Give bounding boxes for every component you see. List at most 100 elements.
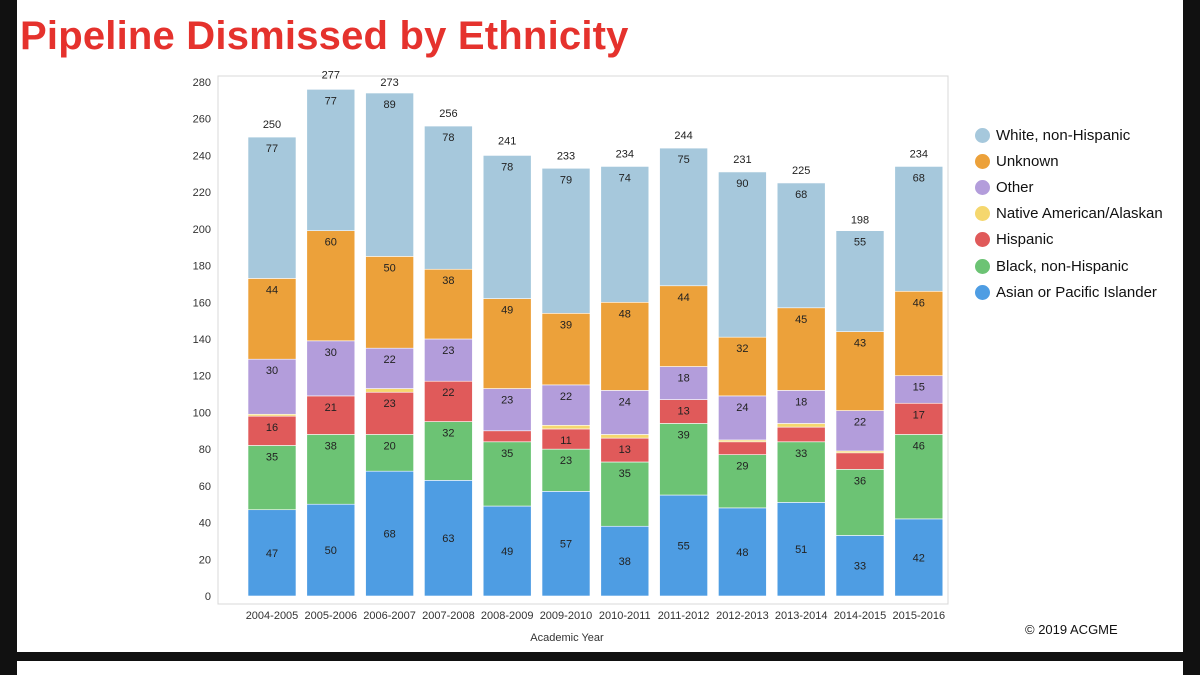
data-label: 13 bbox=[619, 444, 631, 456]
x-tick-label: 2012-2013 bbox=[716, 610, 769, 622]
bar-segment bbox=[835, 410, 885, 452]
bar-segment bbox=[894, 402, 944, 435]
legend-item: Asian or Pacific Islander bbox=[975, 279, 1163, 305]
y-tick-label: 220 bbox=[193, 187, 211, 199]
data-label: 79 bbox=[560, 174, 572, 186]
bar-segment bbox=[600, 434, 650, 439]
data-label: 23 bbox=[383, 398, 395, 410]
y-tick-label: 120 bbox=[193, 371, 211, 383]
bar-segment bbox=[894, 290, 944, 377]
total-label: 231 bbox=[733, 154, 751, 166]
total-label: 277 bbox=[322, 70, 340, 82]
bar-segment bbox=[247, 509, 297, 597]
bar-segment bbox=[659, 423, 708, 496]
data-label: 68 bbox=[913, 172, 925, 184]
data-label: 36 bbox=[854, 475, 866, 487]
bar-segment bbox=[894, 434, 944, 520]
data-label: 44 bbox=[266, 284, 278, 296]
bar-segment bbox=[482, 430, 532, 443]
bar-segment bbox=[776, 426, 826, 443]
data-label: 21 bbox=[325, 402, 337, 414]
y-tick-label: 200 bbox=[193, 224, 211, 236]
data-label: 68 bbox=[795, 189, 807, 201]
bar-segment bbox=[482, 388, 532, 432]
data-label: 46 bbox=[913, 297, 925, 309]
bar-segment bbox=[835, 469, 885, 536]
data-label: 77 bbox=[266, 143, 278, 155]
data-label: 90 bbox=[736, 178, 748, 190]
data-label: 55 bbox=[677, 541, 689, 553]
data-label: 22 bbox=[383, 354, 395, 366]
bar-segment bbox=[776, 423, 826, 428]
data-label: 57 bbox=[560, 539, 572, 551]
y-tick-label: 260 bbox=[193, 114, 211, 126]
bar-segment bbox=[718, 507, 767, 597]
total-label: 273 bbox=[380, 77, 398, 89]
bar-segment bbox=[776, 502, 826, 597]
data-label: 43 bbox=[854, 338, 866, 350]
total-label: 198 bbox=[851, 215, 869, 227]
legend-label: Unknown bbox=[996, 152, 1059, 170]
data-label: 38 bbox=[442, 275, 454, 287]
bar-segment bbox=[894, 375, 944, 404]
bar-segment bbox=[482, 505, 532, 597]
bar-segment bbox=[482, 298, 532, 389]
data-label: 24 bbox=[736, 402, 748, 414]
legend-label: Native American/Alaskan bbox=[996, 205, 1163, 223]
y-tick-label: 160 bbox=[193, 297, 211, 309]
data-label: 55 bbox=[854, 237, 866, 249]
data-label: 17 bbox=[913, 409, 925, 421]
bar-segment bbox=[365, 470, 414, 597]
y-tick-label: 0 bbox=[205, 591, 211, 603]
bar-segment bbox=[306, 89, 356, 231]
x-tick-label: 2004-2005 bbox=[246, 610, 299, 622]
data-label: 22 bbox=[442, 387, 454, 399]
total-label: 225 bbox=[792, 165, 810, 177]
bar-segment bbox=[718, 336, 767, 397]
x-tick-label: 2008-2009 bbox=[481, 610, 534, 622]
next-slide-edge bbox=[17, 661, 1183, 675]
total-label: 241 bbox=[498, 136, 516, 148]
data-label: 32 bbox=[736, 343, 748, 355]
data-label: 33 bbox=[795, 448, 807, 460]
bar-segment bbox=[718, 454, 767, 509]
bar-segment bbox=[247, 358, 297, 415]
data-label: 29 bbox=[736, 461, 748, 473]
total-label: 256 bbox=[439, 108, 457, 120]
legend-swatch bbox=[975, 127, 990, 143]
bar-segment bbox=[365, 391, 414, 435]
x-tick-label: 2007-2008 bbox=[422, 610, 475, 622]
data-label: 78 bbox=[442, 132, 454, 144]
x-axis: 2004-2005 2005-2006 2006-2007 2007-2008 2008… bbox=[246, 610, 945, 622]
x-tick-label: 2006-2007 bbox=[363, 610, 416, 622]
bar-segment bbox=[424, 125, 473, 270]
legend-item: Unknown bbox=[975, 148, 1163, 174]
x-tick-label: 2014-2015 bbox=[834, 610, 887, 622]
bar-segment bbox=[718, 171, 767, 338]
x-tick-label: 2013-2014 bbox=[775, 610, 828, 622]
legend-label: Other bbox=[996, 178, 1034, 196]
data-label: 18 bbox=[677, 373, 689, 385]
legend-item: Other bbox=[975, 174, 1163, 200]
bar-segment bbox=[659, 494, 708, 597]
bar-segment bbox=[365, 92, 414, 257]
data-label: 77 bbox=[325, 95, 337, 107]
copyright-notice: © 2019 ACGME bbox=[1025, 622, 1118, 637]
data-label: 42 bbox=[913, 552, 925, 564]
data-label: 32 bbox=[442, 428, 454, 440]
bar-segment bbox=[776, 441, 826, 503]
data-label: 78 bbox=[501, 161, 513, 173]
data-label: 75 bbox=[677, 154, 689, 166]
y-axis: 0 20 40 60 80 100 120 140 160 180 200 220 240 260 280 bbox=[193, 77, 211, 603]
bar-segment bbox=[776, 390, 826, 424]
bar-segment bbox=[600, 166, 650, 303]
legend-swatch bbox=[975, 206, 990, 222]
data-label: 24 bbox=[619, 396, 631, 408]
data-label: 23 bbox=[442, 345, 454, 357]
data-label: 35 bbox=[619, 468, 631, 480]
bars: 47 35 16 30 44 77 250 50 38 21 30 60 77 277 68 20 23 22 50… bbox=[247, 70, 944, 597]
bar-segment bbox=[600, 525, 650, 597]
bar-segment bbox=[600, 390, 650, 435]
legend-item: Native American/Alaskan bbox=[975, 201, 1163, 227]
legend-label: White, non-Hispanic bbox=[996, 126, 1131, 144]
